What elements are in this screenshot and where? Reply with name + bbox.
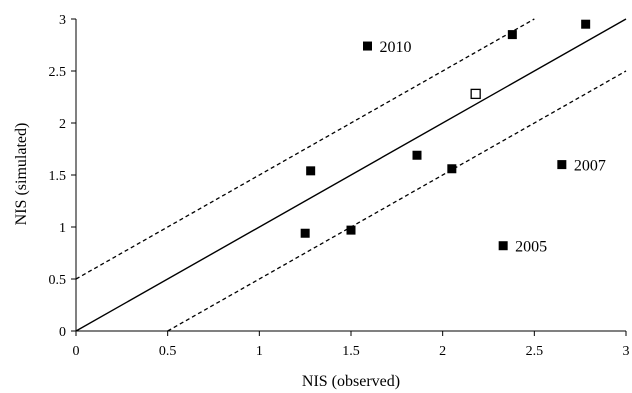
- x-tick-label: 2: [439, 344, 446, 359]
- y-tick-label: 1: [59, 221, 66, 236]
- data-point: [412, 150, 422, 160]
- tick-labels: 0 0.5 1 1.5 2 2.5 3 0 0.5 1 1.5 2 2.5 3: [49, 13, 630, 359]
- data-point: [581, 19, 591, 29]
- point-annotations: 2010 2007 2005: [380, 39, 606, 256]
- data-point: [306, 166, 316, 176]
- data-point: [300, 228, 310, 238]
- data-point: [346, 225, 356, 235]
- identity-line-0: [75, 18, 627, 332]
- y-tick-label: 2: [59, 117, 66, 132]
- x-tick-label: 1.5: [342, 344, 360, 359]
- data-point: [447, 164, 457, 174]
- point-label: 2007: [574, 158, 606, 175]
- y-tick-label: 0.5: [49, 273, 67, 288]
- reference-lines: [75, 18, 627, 332]
- y-tick-label: 3: [59, 13, 66, 28]
- x-axis-title: NIS (observed): [302, 373, 400, 390]
- point-label: 2005: [515, 239, 547, 256]
- point-label: 2010: [380, 39, 412, 56]
- x-tick-label: 3: [623, 344, 630, 359]
- data-point-open: [470, 88, 481, 100]
- data-point: [498, 241, 508, 251]
- data-point: [363, 41, 372, 51]
- y-tick-label: 2.5: [49, 65, 67, 80]
- x-tick-label: 1: [256, 344, 263, 359]
- dashed-bound-line-1: [75, 18, 535, 280]
- y-tick-label: 0: [59, 325, 66, 340]
- y-axis-title: NIS (simulated): [13, 123, 30, 226]
- x-tick-label: 0.5: [159, 344, 177, 359]
- x-tick-label: 2.5: [526, 344, 544, 359]
- data-point: [507, 30, 517, 40]
- data-points: [300, 19, 591, 251]
- dashed-bound-line-2: [167, 70, 627, 332]
- y-tick-label: 1.5: [49, 169, 67, 184]
- x-tick-label: 0: [73, 344, 80, 359]
- data-point: [557, 160, 567, 170]
- axes: [71, 18, 627, 336]
